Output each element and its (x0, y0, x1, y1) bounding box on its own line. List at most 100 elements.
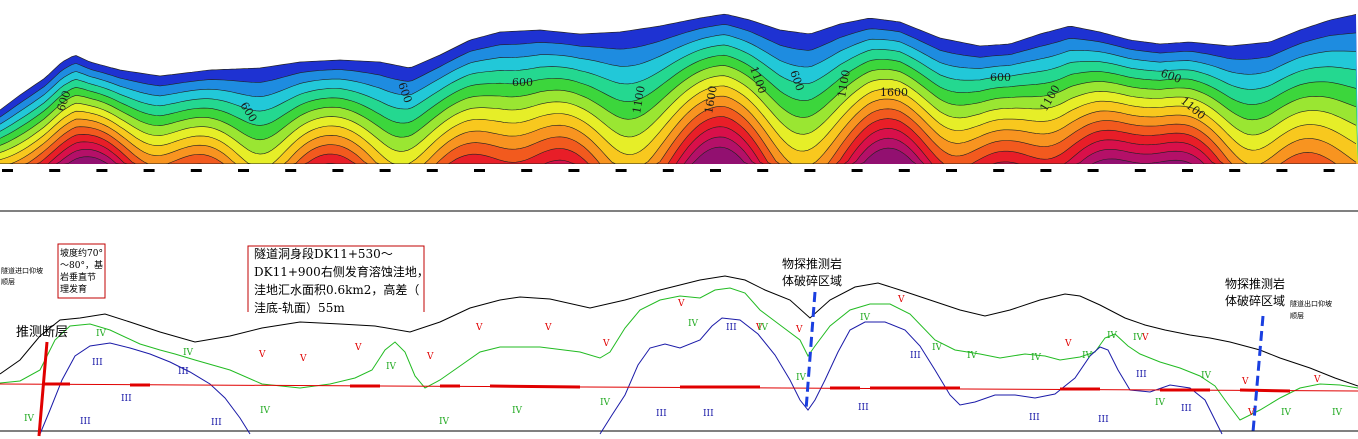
rock-grade-iv-label: IV (96, 329, 107, 339)
distance-tick (804, 169, 816, 172)
rock-grade-iii-label: III (80, 417, 91, 427)
rock-grade-boundary (39, 317, 1223, 435)
karst-note-box (247, 245, 425, 312)
resistivity-contour-section (0, 0, 1358, 164)
rock-grade-iv-label: IV (1031, 353, 1042, 363)
section-top-outline (0, 13, 1357, 111)
distance-tick-marks (2, 169, 1335, 172)
distance-tick (2, 169, 13, 172)
distance-tick (190, 169, 202, 172)
fracture-zone-line-2 (1251, 315, 1265, 433)
distance-tick (521, 169, 533, 172)
distance-tick (96, 169, 108, 172)
slope-note-line: ～80°，基 (60, 259, 103, 271)
rock-grade-iii-label: III (910, 351, 921, 361)
right-portal-note: 隧道出口仰坡 (1290, 299, 1332, 308)
resistivity-isoline (0, 116, 1356, 164)
resistivity-isoline (0, 146, 1356, 164)
distance-tick (568, 169, 580, 172)
tunnel-axis-line (0, 383, 1358, 392)
resistivity-isoline (0, 54, 1357, 139)
distance-tick (332, 169, 344, 172)
karst-note-line: DK11+900右侧发育溶蚀洼地， (254, 264, 429, 279)
karst-note-line: 洼底-轨面）55m (254, 300, 345, 315)
karst-note-line: 洼地汇水面积0.6km2，高差（ (254, 282, 419, 297)
resistivity-isoline (0, 95, 1357, 164)
resistivity-isoline (0, 126, 1356, 164)
resistivity-isoline (0, 75, 1357, 155)
rock-grade-v-label: V (677, 299, 685, 309)
rock-grade-v-label: V (299, 354, 307, 364)
rock-grade-v-label: V (755, 323, 763, 333)
rock-grade-v-label: V (1247, 408, 1255, 418)
rock-grade-iii-label: III (703, 409, 714, 419)
slope-note-line: 理发育 (60, 283, 87, 295)
distance-tick (1229, 169, 1241, 172)
distance-tick (662, 169, 674, 172)
distance-tick (1182, 169, 1193, 172)
rock-grade-v-label: V (602, 339, 610, 349)
section-sky-mask (0, 0, 1358, 110)
fracture-zone-label-2: 物探推测岩 (1225, 276, 1285, 291)
distance-tick (1087, 169, 1099, 172)
slope-note-line: 坡度约70° (60, 247, 103, 259)
rock-grade-iv-label: IV (1332, 408, 1343, 418)
rock-grade-iii-label: III (1136, 370, 1147, 380)
contour-label: 1100 (835, 69, 853, 99)
rock-grade-v-label: V (795, 325, 803, 335)
fault-label: 推测断层 (16, 325, 68, 340)
rock-grade-v-label: V (426, 352, 434, 362)
rock-grade-v-label: V (475, 323, 483, 333)
inferred-fault-line (37, 341, 49, 437)
geology-section: 坡度约70° ～80°，基 岩垂直节 理发育 隧道洞身段DK11+530～ DK… (0, 243, 1358, 437)
distance-tick (851, 169, 863, 172)
distance-tick (615, 169, 627, 172)
distance-tick (285, 169, 297, 172)
distance-tick (1323, 169, 1335, 172)
distance-tick (474, 169, 485, 172)
rock-grade-iv-label: IV (967, 351, 978, 361)
rock-grade-iii-label: III (121, 394, 132, 404)
resistivity-isoline (0, 136, 1356, 164)
distance-tick (379, 169, 391, 172)
rock-grade-iv-label: IV (1281, 408, 1292, 418)
distance-tick (143, 169, 155, 172)
weathered-zone-boundary (0, 287, 1358, 421)
distance-tick (426, 169, 438, 172)
contour-label: 600 (512, 76, 533, 89)
rock-grade-iii-label: III (211, 418, 222, 428)
rock-grade-iv-label: IV (24, 414, 35, 424)
distance-tick (710, 169, 721, 172)
rock-grade-iii-label: III (1098, 415, 1109, 425)
contour-label: 600 (990, 71, 1011, 84)
rock-grade-v-label: V (1064, 339, 1072, 349)
distance-tick (238, 169, 249, 172)
rock-grade-iv-label: IV (932, 343, 943, 353)
rock-grade-iv-label: IV (796, 373, 807, 383)
rock-grade-v-label: V (1313, 375, 1321, 385)
distance-tick (757, 169, 769, 172)
rock-grade-iv-label: IV (512, 406, 523, 416)
rock-grade-iv-label: IV (1201, 371, 1212, 381)
rock-grade-iv-label: IV (1133, 333, 1144, 343)
rock-grade-v-label: V (258, 350, 266, 360)
slope-note-line: 岩垂直节 (60, 271, 96, 283)
resistivity-isoline (0, 44, 1357, 132)
fracture-zone-label-1: 体破碎区域 (782, 273, 842, 288)
resistivity-isoline (0, 85, 1357, 164)
rock-grade-v-label: V (354, 343, 362, 353)
ground-surface-line (0, 275, 1358, 387)
resistivity-band (0, 116, 1358, 164)
rock-grade-iii-label: III (726, 323, 737, 333)
slope-note-box (57, 243, 106, 299)
distance-tick (993, 169, 1005, 172)
fracture-zone-line-1 (804, 291, 817, 411)
contour-label: 1600 (880, 86, 908, 99)
rock-grade-iii-label: III (1181, 404, 1192, 414)
distance-tick (1134, 169, 1146, 172)
rock-grade-iv-label: IV (688, 319, 699, 329)
contour-label: 1600 (702, 85, 720, 115)
distance-tick (1276, 169, 1288, 172)
left-portal-note: 隧道进口仰坡 (1, 266, 43, 275)
